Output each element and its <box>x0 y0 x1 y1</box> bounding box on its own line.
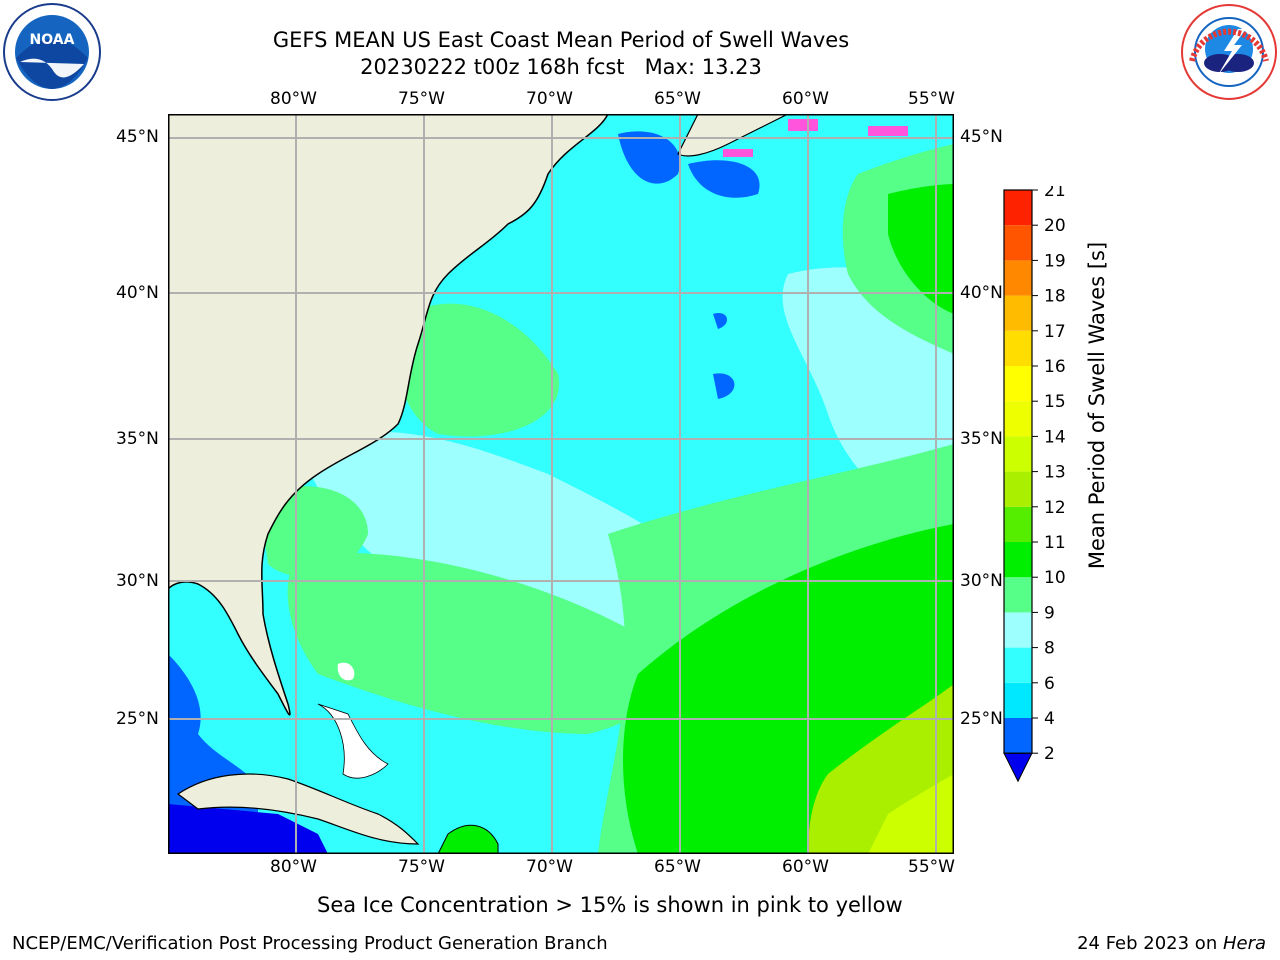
lon-label-bottom-65w: 65°W <box>654 857 701 877</box>
lat-label-left-25n: 25°N <box>116 709 159 729</box>
sea-ice-caption: Sea Ice Concentration > 15% is shown in … <box>317 893 903 917</box>
lat-label-right-45n: 45°N <box>960 127 1003 147</box>
lat-label-left-45n: 45°N <box>116 127 159 147</box>
lon-label-bottom-80w: 80°W <box>270 857 317 877</box>
colorbar-tick-label: 17 <box>1044 322 1066 342</box>
colorbar-tick-label: 19 <box>1044 251 1066 271</box>
lon-label-bottom-55w: 55°W <box>908 857 955 877</box>
swell-zone-max <box>868 774 954 854</box>
colorbar-tick-label: 12 <box>1044 498 1066 518</box>
colorbar-label: Mean Period of Swell Waves [s] <box>1085 241 1109 570</box>
colorbar-cell <box>1004 260 1032 296</box>
colorbar-cell <box>1004 401 1032 437</box>
lon-label-bottom-70w: 70°W <box>526 857 573 877</box>
sea-ice-patch-3 <box>723 149 753 157</box>
colorbar-cell <box>1004 612 1032 648</box>
colorbar-tick-label: 8 <box>1044 639 1055 659</box>
caribbean-dark-blue <box>168 804 328 854</box>
colorbar-cell <box>1004 330 1032 366</box>
lon-label-top-65w: 65°W <box>654 89 701 109</box>
chart-subtitle: 20230222 t00z 168h fcst Max: 13.23 <box>360 55 762 79</box>
colorbar-tick-label: 21 <box>1044 186 1066 201</box>
sea-ice-patch-2 <box>868 126 908 136</box>
colorbar-tick-label: 10 <box>1044 568 1066 588</box>
colorbar-tick-label: 11 <box>1044 533 1066 553</box>
colorbar-cell <box>1004 190 1032 226</box>
lon-label-top-70w: 70°W <box>526 89 573 109</box>
lat-label-left-30n: 30°N <box>116 571 159 591</box>
nws-logo <box>1180 3 1278 101</box>
lat-label-left-35n: 35°N <box>116 429 159 449</box>
colorbar-tick-label: 6 <box>1044 674 1055 694</box>
colorbar-cell <box>1004 366 1032 402</box>
footer-date-text: 24 Feb 2023 on <box>1077 933 1223 954</box>
colorbar-tick-label: 18 <box>1044 287 1066 307</box>
colorbar-cell <box>1004 577 1032 613</box>
colorbar-under-triangle <box>1003 752 1033 783</box>
colorbar-tick-label: 13 <box>1044 463 1066 483</box>
lat-label-right-30n: 30°N <box>960 571 1003 591</box>
footer-host: Hera <box>1222 933 1266 954</box>
noaa-logo-text: NOAA <box>30 32 75 48</box>
lat-label-right-35n: 35°N <box>960 429 1003 449</box>
colorbar-tick-label: 9 <box>1044 603 1055 623</box>
colorbar-cell <box>1004 506 1032 542</box>
lon-label-bottom-60w: 60°W <box>782 857 829 877</box>
colorbar: 2 4 6 8 9 10 11 12 13 14 15 16 17 18 19 20 21 <box>1000 181 1070 786</box>
lat-label-left-40n: 40°N <box>116 283 159 303</box>
lon-label-top-55w: 55°W <box>908 89 955 109</box>
colorbar-tick-label: 16 <box>1044 357 1066 377</box>
bahamas-bank <box>317 703 389 779</box>
swell-zone-blue-scotian <box>688 160 760 198</box>
colorbar-cell <box>1004 225 1032 261</box>
lat-label-right-40n: 40°N <box>960 283 1003 303</box>
colorbar-cell <box>1004 718 1032 754</box>
land-cuba <box>176 773 420 845</box>
footer-credit: NCEP/EMC/Verification Post Processing Pr… <box>12 933 608 954</box>
graticule <box>168 114 954 854</box>
colorbar-tick-label: 2 <box>1044 744 1055 764</box>
hispaniola-area <box>437 824 499 854</box>
colorbar-cell <box>1004 682 1032 718</box>
swell-zone-green-midatlantic <box>398 303 559 437</box>
lon-label-top-80w: 80°W <box>270 89 317 109</box>
bahamas-bank-north <box>337 662 355 681</box>
map-frame <box>168 114 954 854</box>
colorbar-cell <box>1004 647 1032 683</box>
swell-zone-blue-gulf-of-maine <box>618 131 680 184</box>
colorbar-cell <box>1004 471 1032 507</box>
colorbar-tick-label: 20 <box>1044 216 1066 236</box>
lat-label-right-25n: 25°N <box>960 709 1003 729</box>
land-north-america <box>168 114 609 716</box>
colorbar-cell <box>1004 436 1032 472</box>
swell-zone-bright-green-north <box>888 184 954 314</box>
footer-date: 24 Feb 2023 on Hera <box>1077 933 1266 955</box>
lon-label-top-60w: 60°W <box>782 89 829 109</box>
swell-zone-blue-spot-2 <box>713 373 735 399</box>
lon-label-top-75w: 75°W <box>398 89 445 109</box>
land-nova-scotia <box>677 114 789 157</box>
lon-label-bottom-75w: 75°W <box>398 857 445 877</box>
swell-zone-green-south <box>287 552 666 734</box>
chart-title: GEFS MEAN US East Coast Mean Period of S… <box>272 28 850 52</box>
colorbar-cell <box>1004 295 1032 331</box>
colorbar-tick-label: 14 <box>1044 427 1066 447</box>
colorbar-label-box: Mean Period of Swell Waves [s] <box>1080 175 1120 670</box>
map-panel <box>168 114 954 854</box>
colorbar-tick-label: 15 <box>1044 392 1066 412</box>
colorbar-cell <box>1004 542 1032 578</box>
noaa-logo: NOAA <box>2 2 102 102</box>
colorbar-tick-label: 4 <box>1044 709 1055 729</box>
sea-ice-patch-1 <box>788 119 818 131</box>
swell-zone-blue-spot-1 <box>713 312 728 329</box>
